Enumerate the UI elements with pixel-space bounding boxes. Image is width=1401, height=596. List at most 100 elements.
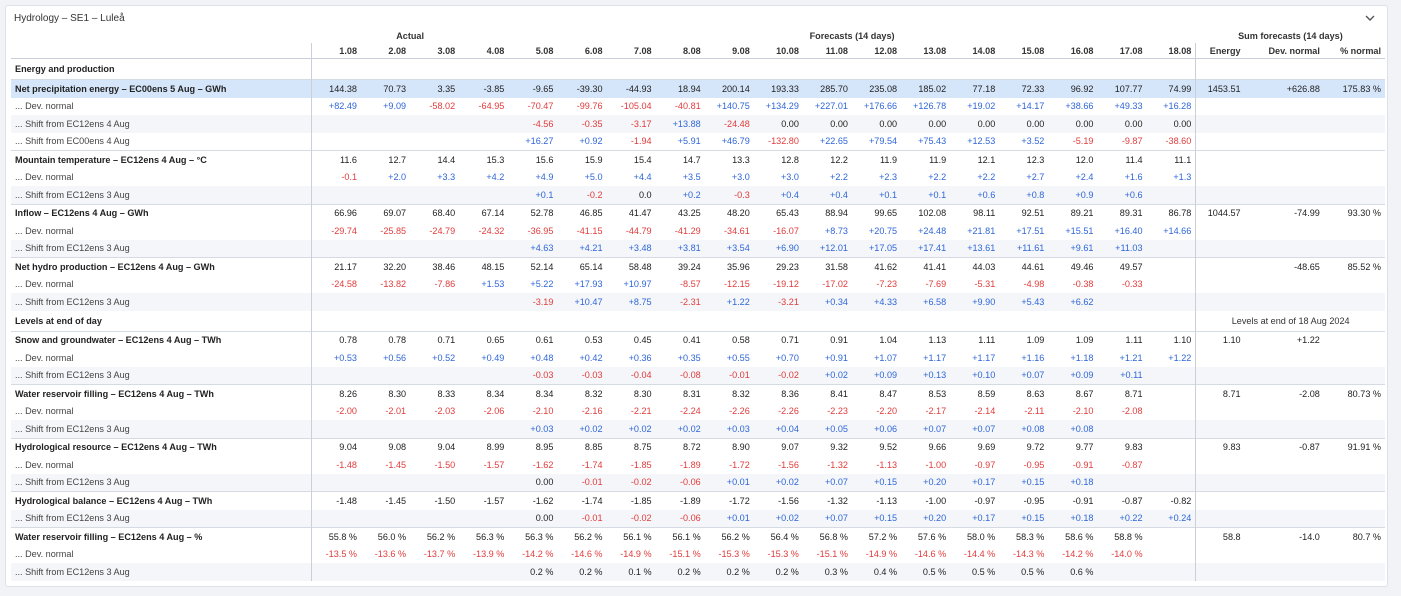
cell-value: 1.09 [1048, 330, 1098, 349]
column-header-18.08[interactable]: 18.08 [1146, 43, 1196, 59]
cell-value: -19.12 [773, 279, 799, 290]
column-header-12.08[interactable]: 12.08 [851, 43, 902, 59]
cell-value: 14.4 [410, 150, 460, 169]
column-header-4.08[interactable]: 4.08 [459, 43, 509, 59]
column-header-15.08[interactable]: 15.08 [999, 43, 1049, 59]
sum-column-header-energy[interactable]: Energy [1195, 43, 1245, 59]
cell-value: 9.66 [901, 437, 951, 456]
cell-value: 8.31 [655, 384, 705, 403]
cell-value: 11.6 [311, 150, 361, 169]
cell-value: 56.4 % [753, 527, 803, 546]
cell-value: 52.78 [508, 203, 558, 222]
sum-cell-value: 9.83 [1195, 437, 1245, 456]
cell-value: 0.78 [361, 330, 411, 349]
cell-value: -0.95 [999, 491, 1049, 510]
metric-label: Hydrological balance – EC12ens 4 Aug – T… [11, 491, 312, 510]
cell-value: +3.0 [731, 172, 750, 183]
cell-value: 8.75 [606, 437, 656, 456]
cell-value: -1.85 [630, 459, 652, 470]
cell-value: -0.91 [1072, 459, 1094, 470]
cell-value: -1.57 [459, 491, 509, 510]
column-header-8.08[interactable]: 8.08 [655, 43, 705, 59]
cell-value: -5.19 [1072, 136, 1094, 147]
sum-cell-value: +1.22 [1244, 330, 1324, 349]
cell-value: 185.02 [901, 79, 951, 98]
cell-value: +0.18 [1048, 473, 1098, 492]
cell-value: +6.90 [753, 239, 803, 258]
table-row-sub: ... Dev. normal -13.5 % -13.6 % -13.7 % -13.… [11, 545, 1385, 563]
cell-value: -1.94 [630, 136, 652, 147]
column-header-7.08[interactable]: 7.08 [606, 43, 656, 59]
column-header-17.08[interactable]: 17.08 [1097, 43, 1147, 59]
table-row-metric: Mountain temperature – EC12ens 4 Aug – °… [11, 150, 1385, 169]
sub-row-label: ... Shift from EC12ens 3 Aug [11, 239, 312, 258]
cell-value: 0.2 % [557, 563, 607, 581]
cell-value: -0.2 [557, 186, 607, 204]
sum-column-header-dev-normal[interactable]: Dev. normal [1244, 43, 1324, 59]
cell-value: 8.41 [802, 384, 852, 403]
cell-value: -2.10 [1072, 406, 1094, 417]
sum-cell-value: 85.52 % [1323, 257, 1385, 276]
table-row-sub: ... Shift from EC12ens 3 Aug 0.00 -0.01 -0.… [11, 509, 1385, 528]
column-header-10.08[interactable]: 10.08 [753, 43, 803, 59]
cell-value: -0.06 [655, 509, 705, 528]
cell-value: 0.6 % [1048, 563, 1098, 581]
cell-value: 9.08 [361, 437, 411, 456]
cell-value: -2.17 [925, 406, 947, 417]
cell-value: -0.82 [1146, 491, 1196, 510]
cell-value: 58.3 % [999, 527, 1049, 546]
cell-value: 1.10 [1146, 330, 1196, 349]
cell-value: +2.7 [1026, 172, 1045, 183]
cell-value: 0.3 % [802, 563, 852, 581]
cell-value: 8.59 [950, 384, 1000, 403]
cell-value: 8.47 [851, 384, 902, 403]
cell-value: +3.52 [1021, 136, 1045, 147]
column-header-1.08[interactable]: 1.08 [311, 43, 361, 59]
column-header-3.08[interactable]: 3.08 [410, 43, 460, 59]
cell-value: +0.9 [1048, 186, 1098, 204]
cell-value: -13.82 [380, 279, 407, 290]
cell-value: 8.30 [606, 384, 656, 403]
cell-value: +17.41 [901, 239, 951, 258]
cell-value: +134.29 [765, 101, 799, 112]
column-header-14.08[interactable]: 14.08 [950, 43, 1000, 59]
cell-value: -36.95 [527, 225, 554, 236]
cell-value: 56.2 % [410, 527, 460, 546]
cell-value: -1.72 [729, 459, 750, 470]
cell-value: -7.86 [434, 279, 456, 290]
cell-value: +0.8 [999, 186, 1049, 204]
cell-value: -99.76 [576, 101, 603, 112]
column-header-13.08[interactable]: 13.08 [901, 43, 951, 59]
column-header-5.08[interactable]: 5.08 [508, 43, 558, 59]
cell-value: +0.92 [579, 136, 603, 147]
sum-column-header--normal[interactable]: % normal [1323, 43, 1385, 59]
column-header-9.08[interactable]: 9.08 [704, 43, 754, 59]
column-header-11.08[interactable]: 11.08 [802, 43, 852, 59]
cell-value: +4.9 [535, 172, 554, 183]
column-header-16.08[interactable]: 16.08 [1048, 43, 1098, 59]
sub-row-label: ... Dev. normal [15, 352, 74, 363]
cell-value: -16.07 [773, 225, 799, 236]
cell-value: -13.7 % [423, 549, 456, 560]
cell-value: -0.02 [753, 366, 803, 385]
column-header-2.08[interactable]: 2.08 [361, 43, 411, 59]
cell-value: +3.48 [606, 239, 656, 258]
section-label: Levels at end of day [15, 315, 102, 326]
cell-value: 57.2 % [851, 527, 902, 546]
cell-value: 0.91 [802, 330, 852, 349]
table-row-metric: Hydrological balance – EC12ens 4 Aug – T… [11, 491, 1385, 510]
cell-value: -24.79 [429, 225, 456, 236]
cell-value: 285.70 [802, 79, 852, 98]
cell-value: -1.74 [557, 491, 607, 510]
cell-value: +0.02 [655, 420, 705, 438]
table-row-sub: ... Dev. normal -1.48 -1.45 -1.50 -1.57 -1.62… [11, 456, 1385, 474]
cell-value: -41.15 [576, 225, 603, 236]
chevron-down-icon[interactable] [1363, 11, 1377, 25]
column-header-6.08[interactable]: 6.08 [557, 43, 607, 59]
cell-value: 9.04 [311, 437, 361, 456]
sub-row-label: ... Dev. normal [15, 459, 74, 470]
cell-value: -1.32 [802, 491, 852, 510]
cell-value: +14.66 [1163, 225, 1192, 236]
cell-value: -1.74 [581, 459, 603, 470]
cell-value: +0.03 [704, 420, 754, 438]
